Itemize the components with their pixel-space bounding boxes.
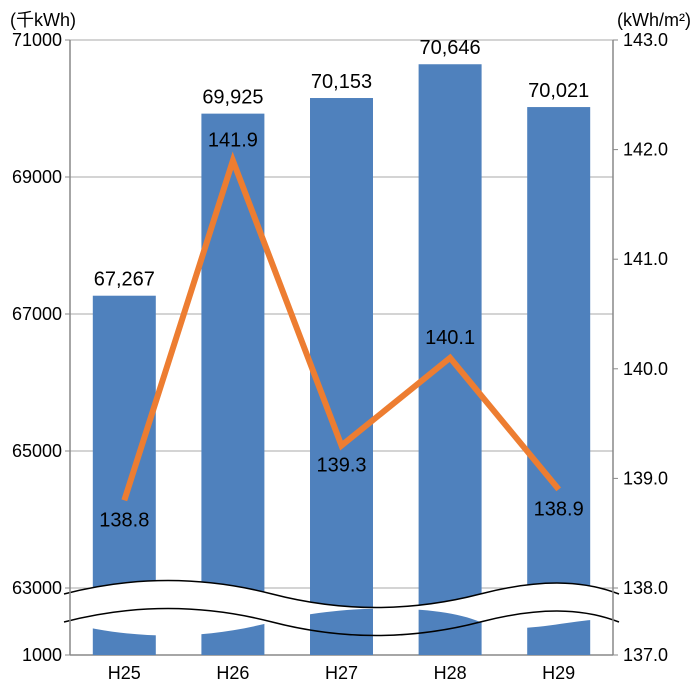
- category-label: H25: [108, 663, 141, 683]
- bar-value-label: 69,925: [202, 87, 263, 109]
- line-value-label: 140.1: [425, 327, 475, 349]
- right-axis-tick-label: 139.0: [623, 468, 668, 488]
- left-axis-tick-label: 65000: [12, 441, 62, 461]
- bar: [527, 107, 590, 655]
- right-axis-tick-label: 137.0: [623, 645, 668, 665]
- right-axis-tick-label: 143.0: [623, 30, 668, 50]
- right-axis-tick-label: 141.0: [623, 249, 668, 269]
- left-axis-tick-label: 67000: [12, 304, 62, 324]
- left-axis-tick-label: 71000: [12, 30, 62, 50]
- bar: [310, 98, 373, 655]
- bar-value-label: 70,646: [420, 37, 481, 59]
- left-axis-unit-label: (千kWh): [10, 10, 76, 30]
- right-axis-tick-label: 142.0: [623, 140, 668, 160]
- left-axis-tick-label: 63000: [12, 578, 62, 598]
- line-value-label: 138.9: [534, 498, 584, 520]
- line-value-label: 139.3: [316, 455, 366, 477]
- category-label: H29: [542, 663, 575, 683]
- category-label: H28: [434, 663, 467, 683]
- bar-value-label: 67,267: [94, 269, 155, 291]
- line-value-label: 141.9: [208, 130, 258, 152]
- right-axis-tick-label: 140.0: [623, 359, 668, 379]
- line-value-label: 138.8: [99, 509, 149, 531]
- bar-value-label: 70,021: [528, 80, 589, 102]
- energy-consumption-chart: 67,267 69,925 70,153 70,646 70,021 138.8 141.9…: [0, 0, 693, 693]
- category-label: H26: [216, 663, 249, 683]
- left-axis-tick-label: 69000: [12, 167, 62, 187]
- bar: [201, 114, 264, 655]
- left-axis-tick-label: 1000: [22, 645, 62, 665]
- category-label: H27: [325, 663, 358, 683]
- right-axis-tick-label: 138.0: [623, 578, 668, 598]
- right-axis-unit-label: (kWh/m²): [617, 10, 691, 30]
- bar-value-label: 70,153: [311, 71, 372, 93]
